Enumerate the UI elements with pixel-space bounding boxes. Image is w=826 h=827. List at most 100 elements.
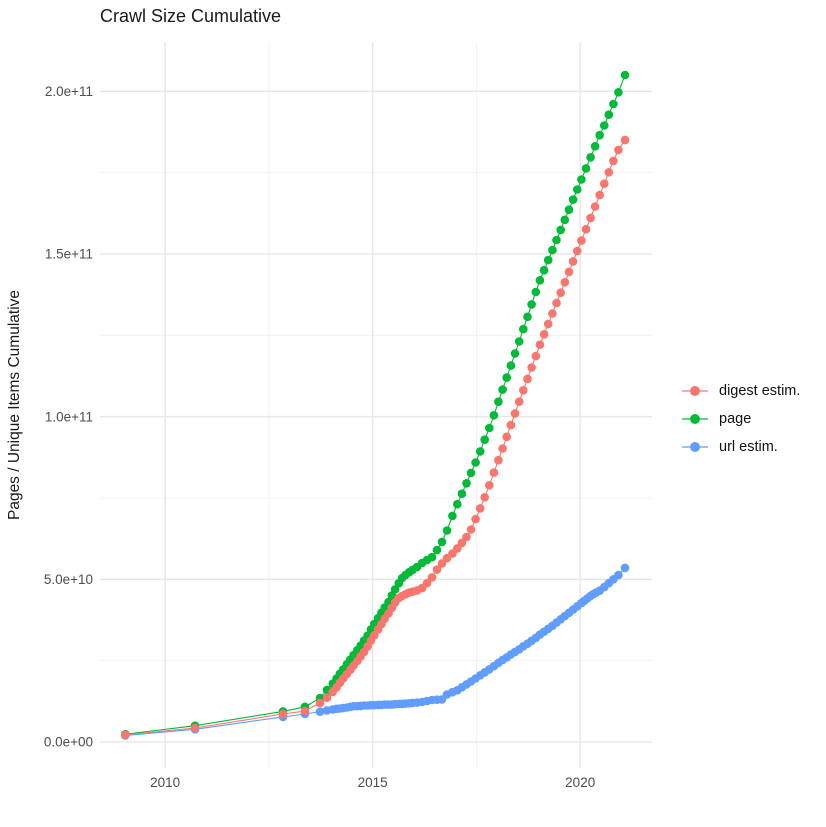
series-point-page bbox=[427, 552, 437, 562]
series-point-page bbox=[620, 70, 630, 80]
series-point-digest-estim bbox=[586, 213, 595, 223]
series-point-digest-estim bbox=[300, 706, 310, 716]
series-point-digest-estim bbox=[527, 363, 536, 372]
series-point-page bbox=[514, 337, 524, 346]
series-point-digest-estim bbox=[498, 444, 507, 453]
x-tick-label: 2010 bbox=[150, 775, 180, 790]
legend: digest estim. page url estim. bbox=[680, 377, 800, 461]
legend-item-page: page bbox=[680, 405, 800, 433]
series-point-digest-estim bbox=[462, 532, 471, 542]
series-point-page bbox=[466, 468, 476, 478]
series-point-page bbox=[564, 205, 574, 214]
series-point-digest-estim bbox=[556, 288, 565, 298]
series-point-page bbox=[577, 175, 586, 184]
series-point-digest-estim bbox=[466, 525, 476, 534]
series-point-digest-estim bbox=[531, 351, 541, 361]
series-point-page bbox=[595, 130, 604, 140]
series-point-page bbox=[453, 499, 462, 509]
y-tick-label: 2.0e+11 bbox=[45, 84, 93, 99]
series-point-digest-estim bbox=[543, 319, 553, 329]
y-axis-title: Pages / Unique Items Cumulative bbox=[6, 289, 23, 521]
x-tick-label: 2020 bbox=[565, 775, 595, 790]
series-point-digest-estim bbox=[315, 698, 325, 708]
legend-item-url-estim: url estim. bbox=[680, 433, 800, 461]
series-point-page bbox=[548, 245, 557, 255]
series-point-digest-estim bbox=[573, 246, 582, 256]
series-point-digest-estim bbox=[609, 156, 618, 166]
series-point-digest-estim bbox=[485, 481, 494, 490]
series-point-page bbox=[448, 511, 457, 521]
series-point-page bbox=[506, 361, 516, 370]
legend-key-digest-icon bbox=[682, 386, 708, 396]
legend-label-page: page bbox=[719, 411, 752, 427]
legend-item-digest-estim: digest estim. bbox=[680, 377, 800, 405]
series-point-digest-estim bbox=[519, 386, 528, 395]
series-point-page bbox=[502, 373, 512, 382]
series-point-page bbox=[568, 195, 578, 204]
series-point-page bbox=[614, 88, 623, 97]
series-point-digest-estim bbox=[510, 409, 520, 418]
series-point-page bbox=[523, 312, 532, 322]
series-point-page bbox=[462, 479, 471, 488]
y-tick-label: 1.5e+11 bbox=[45, 247, 93, 262]
series-point-digest-estim bbox=[480, 493, 490, 502]
x-tick-label: 2015 bbox=[358, 775, 388, 790]
series-point-page bbox=[604, 110, 614, 119]
series-point-page bbox=[539, 265, 549, 275]
series-point-digest-estim bbox=[614, 145, 623, 155]
series-point-digest-estim bbox=[502, 432, 512, 442]
series-point-page bbox=[442, 526, 452, 535]
series-line-digest-estim bbox=[125, 139, 626, 736]
series-point-digest-estim bbox=[457, 538, 467, 548]
series-point-page bbox=[560, 215, 570, 225]
series-point-page bbox=[573, 185, 582, 194]
series-point-digest-estim bbox=[523, 374, 532, 384]
y-tick-label: 5.0e+10 bbox=[44, 572, 93, 587]
series-point-digest-estim bbox=[514, 397, 524, 407]
series-point-digest-estim bbox=[539, 330, 549, 339]
series-point-page bbox=[390, 585, 400, 594]
series-point-digest-estim bbox=[278, 709, 288, 719]
series-point-url-estim bbox=[614, 570, 623, 580]
series-point-page bbox=[494, 397, 503, 407]
series-point-page bbox=[556, 225, 565, 235]
series-point-page bbox=[480, 435, 490, 445]
chart-title: Crawl Size Cumulative bbox=[100, 6, 282, 26]
series-point-page bbox=[543, 255, 553, 265]
series-point-page bbox=[471, 458, 480, 467]
series-point-digest-estim bbox=[604, 168, 614, 177]
series-point-page bbox=[600, 121, 609, 130]
series-point-digest-estim bbox=[548, 309, 557, 318]
series-point-url-estim bbox=[620, 563, 630, 573]
series-point-page bbox=[475, 447, 485, 456]
series-point-page bbox=[531, 287, 541, 297]
series-point-digest-estim bbox=[564, 267, 574, 277]
series-point-page bbox=[498, 385, 507, 394]
series-point-page bbox=[457, 489, 467, 499]
series-point-digest-estim bbox=[322, 693, 332, 702]
series-point-digest-estim bbox=[581, 224, 591, 234]
series-point-digest-estim bbox=[535, 340, 545, 350]
legend-label-digest: digest estim. bbox=[719, 383, 801, 399]
series-point-digest-estim bbox=[432, 565, 442, 574]
series-point-page bbox=[437, 537, 447, 547]
series-point-digest-estim bbox=[190, 723, 200, 733]
series-point-digest-estim bbox=[552, 298, 561, 308]
series-point-digest-estim bbox=[595, 190, 604, 200]
series-point-digest-estim bbox=[568, 257, 578, 266]
series-point-digest-estim bbox=[560, 278, 570, 287]
legend-key-url-icon bbox=[682, 442, 708, 452]
series-point-digest-estim bbox=[121, 730, 130, 740]
series-point-page bbox=[510, 349, 520, 358]
series-point-digest-estim bbox=[600, 179, 609, 188]
series-point-digest-estim bbox=[471, 514, 480, 524]
series-point-page bbox=[519, 324, 528, 334]
series-point-page bbox=[485, 423, 494, 433]
series-point-digest-estim bbox=[489, 468, 499, 477]
series-point-digest-estim bbox=[494, 455, 503, 465]
legend-label-url: url estim. bbox=[719, 439, 778, 455]
series-point-url-estim bbox=[315, 707, 325, 716]
series-point-page bbox=[527, 300, 536, 309]
